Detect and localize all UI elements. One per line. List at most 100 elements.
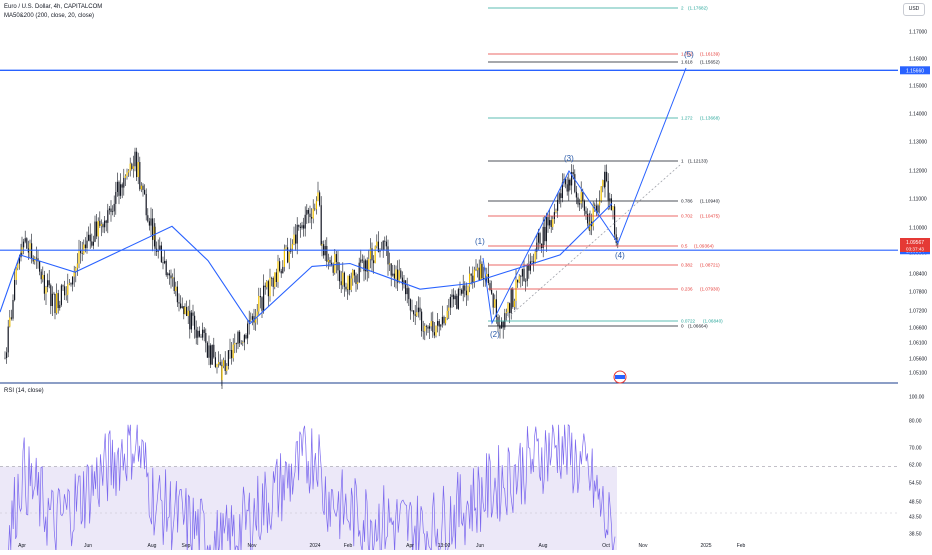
candle-body	[599, 200, 601, 206]
candle-body	[145, 193, 147, 216]
candle-body	[26, 238, 28, 249]
candle-body	[64, 286, 66, 296]
fib-ratio-4: 1	[681, 159, 684, 164]
candle-body	[97, 220, 99, 237]
candle-body	[467, 286, 469, 296]
candle-body	[4, 357, 6, 359]
candle-body	[157, 250, 159, 252]
candle-body	[40, 271, 42, 280]
candle-body	[528, 265, 530, 271]
candle-body	[76, 263, 78, 269]
time-tick-0: Apr	[18, 543, 26, 549]
fib-value-1: (1.16139)	[700, 52, 720, 57]
candle-body	[54, 293, 56, 314]
wave-label-2: (3)	[564, 154, 574, 163]
candle-body	[520, 276, 522, 277]
wave-label-0: (1)	[475, 237, 485, 246]
fib-ratio-2: 1.618	[681, 60, 693, 65]
candle-body	[189, 310, 191, 330]
candle-body	[7, 326, 9, 353]
candle-body	[99, 220, 101, 226]
fib-value-0: (1.17682)	[688, 6, 708, 11]
candle-body	[421, 311, 423, 331]
candle-body	[446, 310, 448, 318]
candle-body	[50, 285, 52, 307]
candle-body	[377, 241, 379, 252]
candle-body	[422, 330, 424, 332]
candle-body	[443, 316, 445, 324]
fib-value-3: (1.13668)	[700, 116, 720, 121]
candle-body	[147, 215, 149, 222]
candle-body	[473, 269, 475, 283]
candle-body	[355, 275, 357, 284]
candle-body	[235, 343, 237, 344]
candle-body	[15, 268, 17, 280]
candle-body	[515, 279, 517, 301]
candle-body	[456, 295, 458, 309]
candle-body	[162, 262, 164, 264]
candle-body	[110, 208, 112, 213]
candle-body	[592, 204, 594, 227]
candle-body	[164, 260, 166, 264]
candle-body	[539, 233, 541, 244]
candle-body	[243, 335, 245, 343]
candle-body	[492, 293, 494, 308]
candle-body	[113, 203, 115, 212]
candle-body	[525, 280, 527, 282]
candle-body	[617, 242, 619, 245]
candle-body	[537, 233, 539, 243]
currency-badge[interactable]: USD	[903, 3, 925, 16]
candle-body	[32, 258, 34, 262]
candle-body	[569, 179, 571, 186]
candle-body	[477, 267, 479, 271]
candle-body	[239, 331, 241, 343]
candle-body	[376, 241, 378, 247]
fib-value-4: (1.12133)	[688, 159, 708, 164]
wave-label-4: (5)	[684, 50, 694, 59]
fib-ratio-10: 0.0722	[681, 319, 695, 324]
candle-body	[533, 261, 535, 264]
fib-ratio-1: 1.702	[681, 52, 693, 57]
candle-body	[353, 269, 355, 276]
candle-body	[408, 288, 410, 300]
candle-body	[552, 219, 554, 228]
candle-body	[123, 177, 125, 188]
candle-body	[296, 224, 298, 244]
candle-body	[480, 263, 482, 281]
candle-body	[291, 244, 293, 249]
candle-body	[449, 296, 451, 308]
price-tag-value: 1.09567	[906, 240, 924, 246]
candle-body	[343, 272, 345, 287]
candle-body	[334, 254, 336, 273]
candle-body	[504, 313, 506, 328]
candle-body	[172, 277, 174, 279]
candle-body	[462, 285, 464, 294]
candle-body	[529, 261, 531, 271]
candle-body	[298, 224, 300, 227]
candle-body	[91, 241, 93, 246]
fib-ratio-3: 1.272	[681, 116, 693, 121]
candle-body	[173, 277, 175, 292]
time-tick-14: Feb	[737, 543, 746, 549]
candle-body	[314, 208, 316, 210]
candle-body	[124, 175, 126, 178]
candle-body	[534, 251, 536, 264]
candle-body	[335, 254, 337, 263]
candle-body	[224, 360, 226, 371]
candle-body	[406, 288, 408, 295]
candle-body	[486, 273, 488, 277]
candle-body	[513, 300, 515, 307]
candle-body	[6, 352, 8, 359]
price-tick-3: 1.14000	[909, 112, 927, 118]
candle-body	[200, 336, 202, 338]
candle-body	[108, 208, 110, 211]
candle-body	[327, 259, 329, 262]
candle-body	[365, 260, 367, 272]
fib-ratio-7: 0.5	[681, 244, 688, 249]
candle-body	[96, 221, 98, 237]
candle-body	[387, 246, 389, 265]
candle-body	[350, 278, 352, 290]
candle-body	[279, 261, 281, 271]
candle-body	[237, 331, 239, 344]
